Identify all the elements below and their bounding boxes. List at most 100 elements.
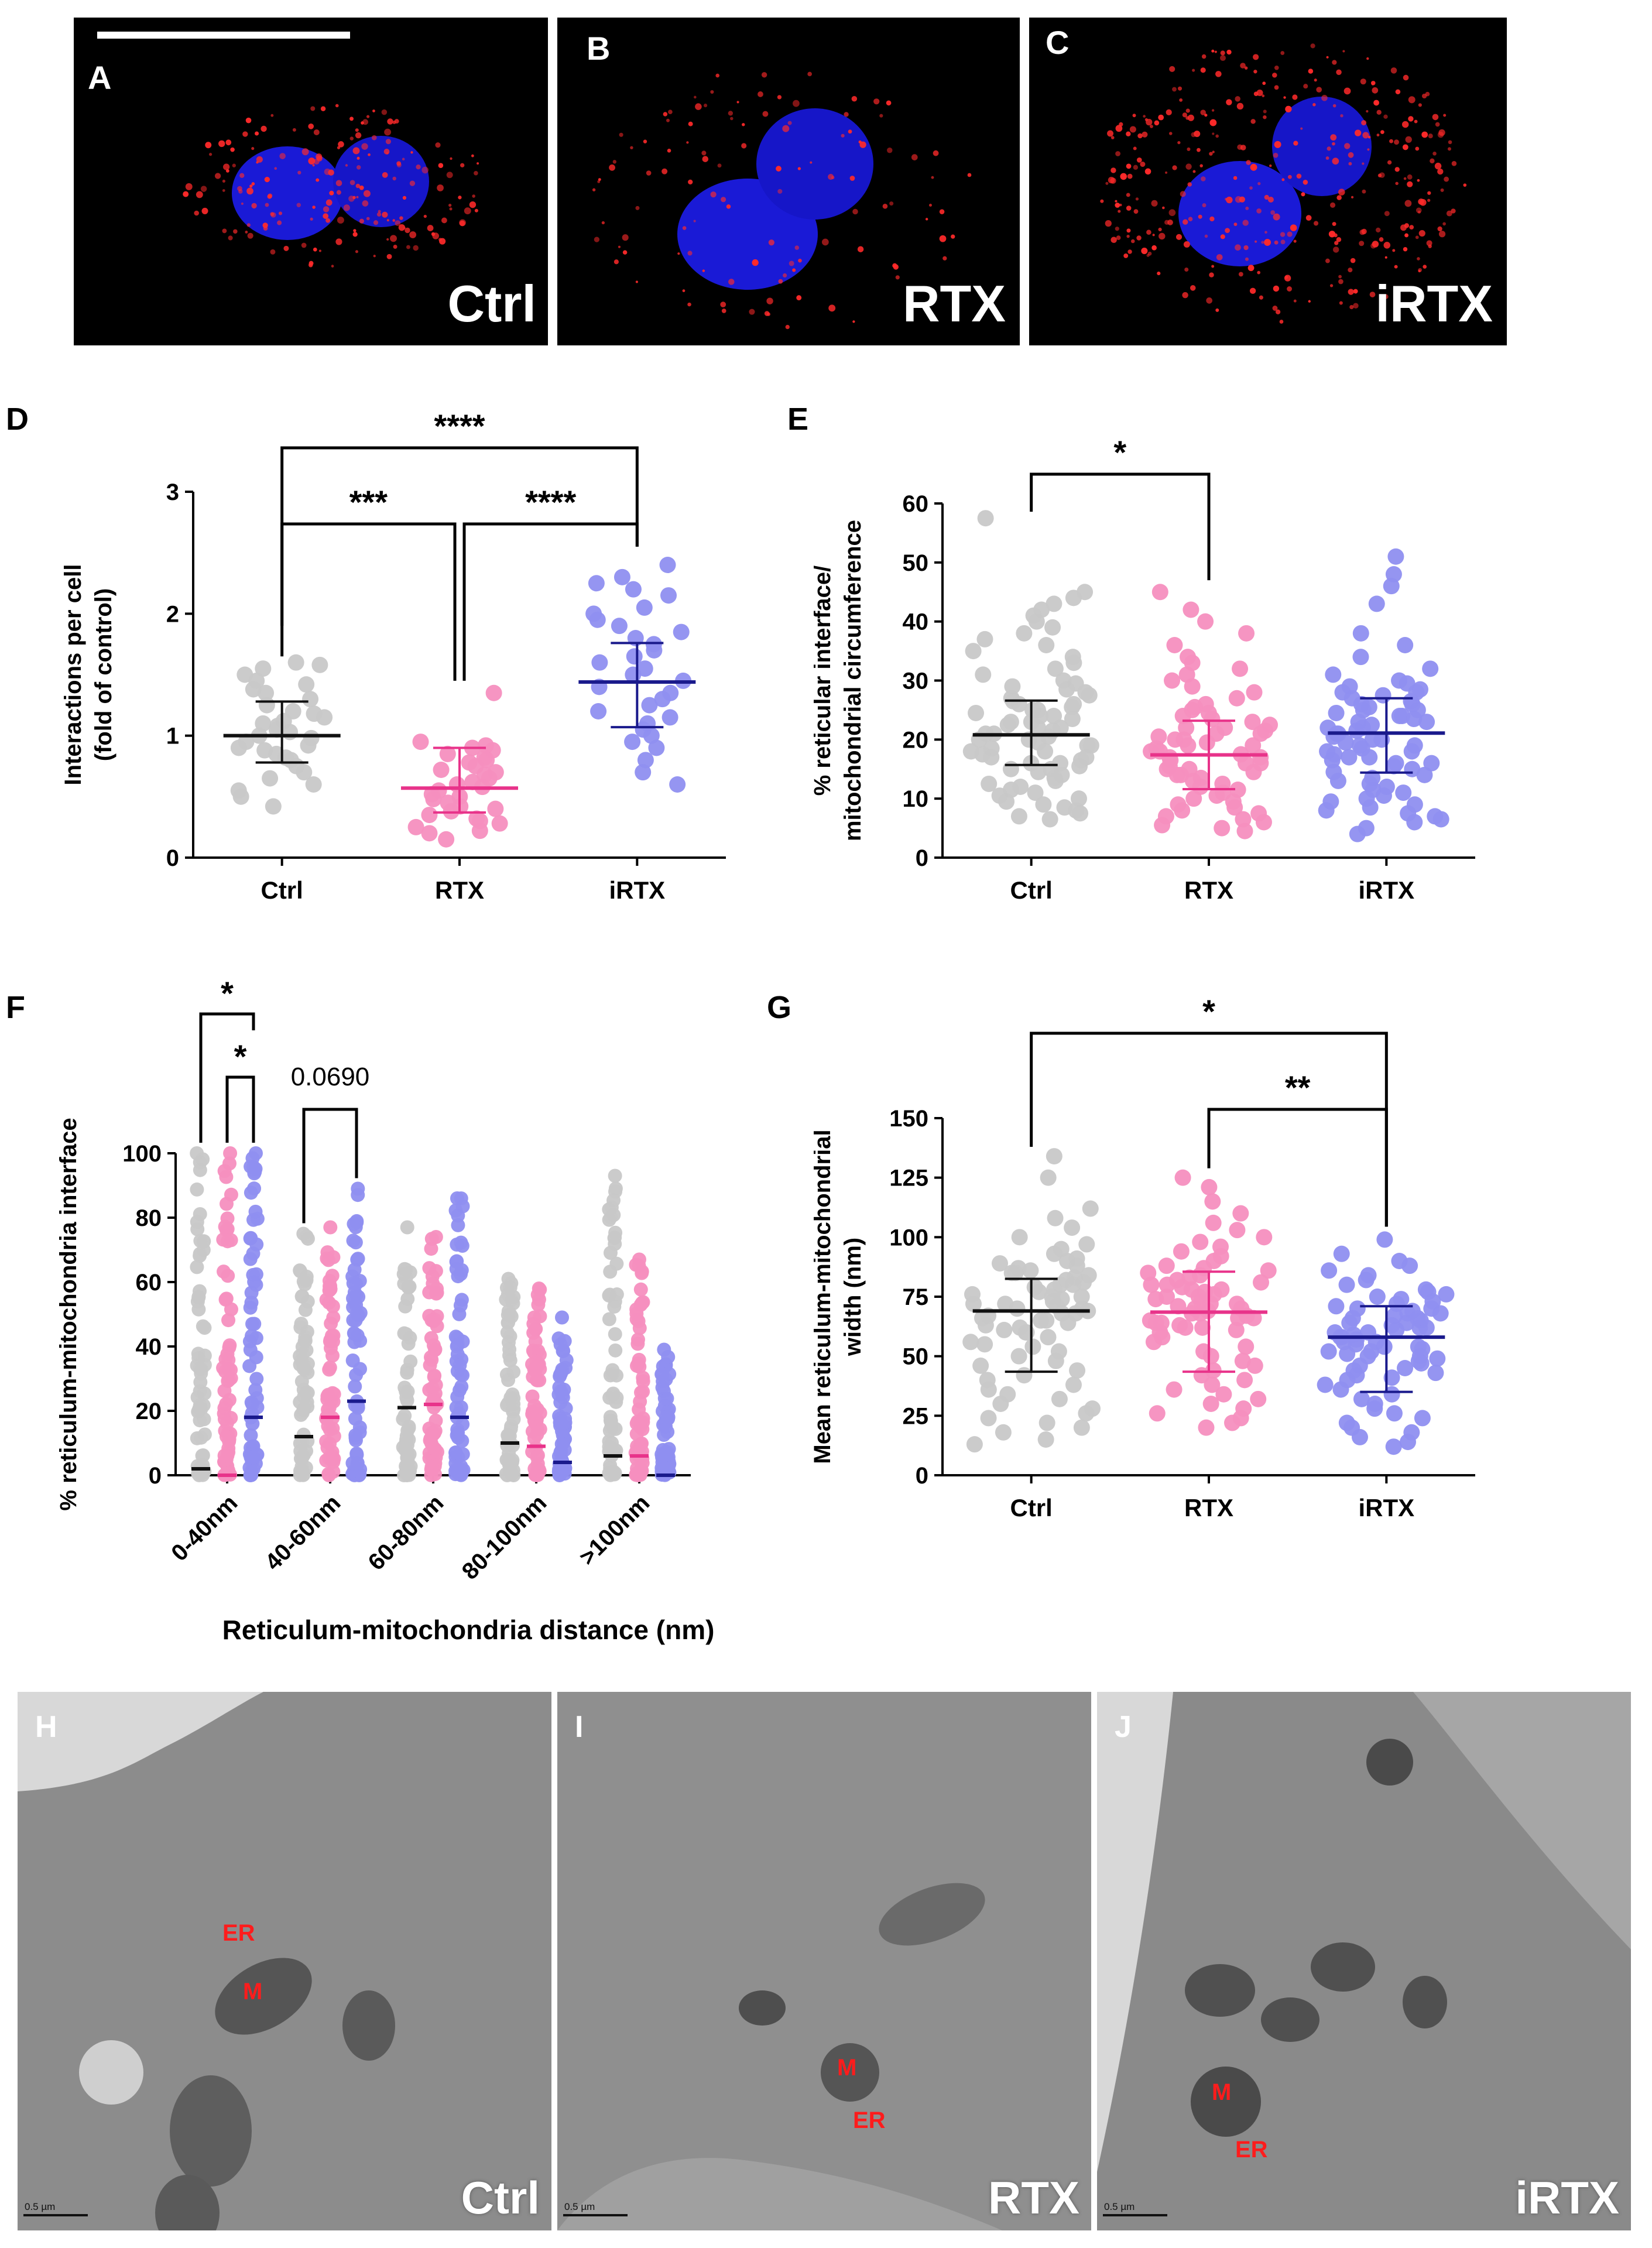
punctum [1348,152,1354,158]
punctum [270,212,275,217]
punctum [1215,134,1219,138]
punctum [318,249,321,252]
punctum [352,232,358,237]
punctum [1212,132,1215,135]
data-point [421,825,438,842]
y-tick-label: 100 [122,1141,162,1167]
data-point [243,1468,258,1482]
series-point-group [602,1168,624,1482]
punctum [301,242,307,248]
data-point [1414,1410,1431,1427]
data-point [529,1322,543,1337]
punctum [794,245,799,250]
data-point [1364,731,1381,748]
punctum [1338,275,1342,279]
punctum [688,179,693,185]
punctum [274,167,277,170]
punctum [1175,234,1183,240]
punctum [1437,226,1442,232]
punctum [1269,164,1272,167]
panel-letter: A [88,59,112,96]
data-point [1359,1348,1376,1365]
data-point [400,1291,415,1306]
punctum [594,237,600,242]
punctum [378,210,381,213]
punctum [1362,189,1366,194]
punctum [852,208,858,215]
data-point [350,1307,365,1321]
punctum [1226,49,1232,55]
y-tick-label: 60 [903,491,929,517]
punctum [1443,114,1447,117]
punctum [1332,142,1335,146]
punctum [246,223,251,227]
data-point [660,587,677,604]
data-point [1044,619,1061,636]
data-point [1032,1312,1049,1329]
data-point [608,1327,622,1341]
punctum [1220,234,1225,239]
chart-mean-width: 0 25 50 75 100 125 150 Mean reticulum-mitochond… [814,993,1475,1521]
punctum [1263,109,1267,114]
punctum [313,129,320,135]
punctum [630,146,633,150]
panel-letter-e: E [787,402,809,437]
punctum [1403,74,1409,81]
data-point [247,1317,262,1331]
punctum [1383,294,1389,299]
data-point [1413,1355,1430,1372]
punctum [1329,202,1336,208]
punctum [386,152,389,155]
punctum [310,217,313,221]
punctum [201,207,208,214]
punctum [308,157,316,165]
data-point [1201,1178,1218,1195]
punctum [409,180,416,186]
punctum [283,245,289,251]
punctum [1126,163,1132,169]
punctum [777,95,782,100]
data-point [530,1449,544,1464]
punctum [1267,197,1274,203]
data-point [606,1208,621,1222]
data-point [1065,590,1082,606]
punctum [597,180,601,183]
punctum [399,216,403,220]
significance-label: **** [525,484,576,520]
punctum [1384,211,1390,217]
significance-bracket [225,1075,255,1143]
mitochondrion [1191,2067,1261,2137]
punctum [1415,207,1422,214]
punctum [1280,51,1285,55]
mitochondrion [1403,1976,1447,2028]
data-point [1184,678,1201,695]
data-point [1362,799,1379,816]
series-rtx [1143,584,1279,839]
y-tick-label: 30 [903,669,929,694]
data-point [400,1423,415,1438]
data-point [1035,796,1052,813]
punctum [1280,232,1286,237]
chart-interactions-per-cell: 0 1 2 3 Interactions per cell (fold of contro… [60,407,726,904]
data-point [1041,811,1058,828]
punctum [1273,213,1280,221]
data-point [347,1216,361,1231]
data-point [296,764,313,781]
punctum [1158,114,1164,121]
data-point [397,1409,412,1423]
punctum [1151,245,1157,251]
punctum [194,210,199,216]
data-point [326,1328,341,1343]
nucleus [1272,97,1372,196]
punctum [366,115,370,118]
punctum [1256,208,1262,214]
punctum [1359,241,1365,246]
punctum [1403,177,1407,180]
mitochondrion [215,1958,312,2035]
data-point [347,1327,362,1341]
punctum [1308,300,1311,303]
data-point [613,568,630,585]
punctum [887,148,893,153]
punctum [353,229,357,232]
significance-label: *** [349,484,388,520]
